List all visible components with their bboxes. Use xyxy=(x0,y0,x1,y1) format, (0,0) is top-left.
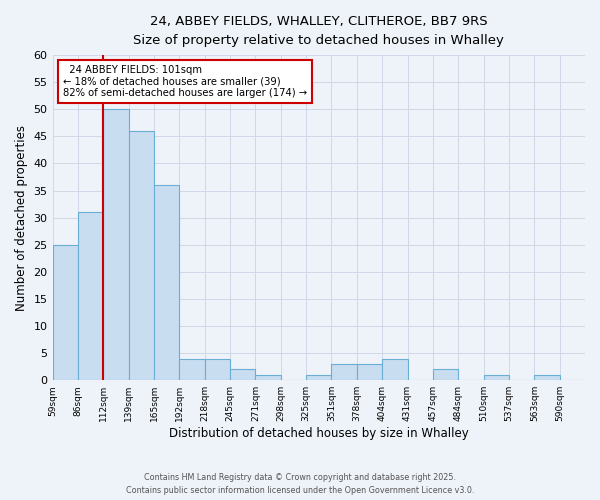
Bar xyxy=(205,358,230,380)
Bar xyxy=(230,370,256,380)
Bar xyxy=(103,110,128,380)
Bar xyxy=(484,375,509,380)
Bar xyxy=(534,375,560,380)
Bar xyxy=(154,185,179,380)
Bar xyxy=(78,212,103,380)
Bar xyxy=(179,358,205,380)
Bar xyxy=(382,358,407,380)
Bar xyxy=(357,364,382,380)
Bar xyxy=(433,370,458,380)
Bar xyxy=(128,131,154,380)
Text: Contains HM Land Registry data © Crown copyright and database right 2025.
Contai: Contains HM Land Registry data © Crown c… xyxy=(126,474,474,495)
Bar xyxy=(331,364,357,380)
X-axis label: Distribution of detached houses by size in Whalley: Distribution of detached houses by size … xyxy=(169,427,469,440)
Bar xyxy=(256,375,281,380)
Text: 24 ABBEY FIELDS: 101sqm
← 18% of detached houses are smaller (39)
82% of semi-de: 24 ABBEY FIELDS: 101sqm ← 18% of detache… xyxy=(63,65,307,98)
Title: 24, ABBEY FIELDS, WHALLEY, CLITHEROE, BB7 9RS
Size of property relative to detac: 24, ABBEY FIELDS, WHALLEY, CLITHEROE, BB… xyxy=(133,15,504,47)
Bar xyxy=(53,245,78,380)
Bar xyxy=(306,375,331,380)
Y-axis label: Number of detached properties: Number of detached properties xyxy=(15,124,28,310)
